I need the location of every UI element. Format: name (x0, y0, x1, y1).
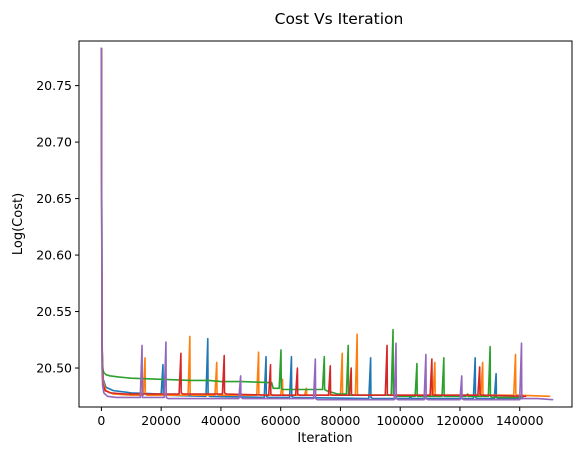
x-tick-label: 120000 (436, 413, 484, 428)
series-layer (100, 47, 554, 401)
series-line-5 (100, 47, 554, 401)
x-tick-label: 20000 (141, 413, 181, 428)
x-tick-label: 140000 (496, 413, 544, 428)
series-line-4 (100, 47, 527, 398)
series-line-1 (100, 47, 524, 400)
x-tick-label: 60000 (261, 413, 301, 428)
y-tick-label: 20.55 (36, 304, 72, 319)
y-tick-label: 20.65 (36, 191, 72, 206)
y-axis-ticks: 20.50 20.55 20.60 20.65 20.70 20.75 (36, 78, 79, 376)
y-tick-label: 20.50 (36, 361, 72, 376)
y-tick-label: 20.75 (36, 78, 72, 93)
x-tick-label: 40000 (201, 413, 241, 428)
x-tick-label: 0 (97, 413, 105, 428)
x-axis-label: Iteration (297, 431, 352, 446)
x-tick-label: 100000 (376, 413, 424, 428)
x-axis-ticks: 0 20000 40000 60000 80000 100000 120000 140000 (97, 407, 544, 428)
chart-title: Cost Vs Iteration (275, 10, 404, 28)
x-tick-label: 80000 (321, 413, 361, 428)
y-axis-label: Log(Cost) (11, 193, 26, 255)
y-tick-label: 20.60 (36, 248, 72, 263)
plot-frame (78, 40, 573, 408)
series-line-3 (100, 47, 524, 399)
y-tick-label: 20.70 (36, 135, 72, 150)
series-line-2 (100, 47, 551, 398)
